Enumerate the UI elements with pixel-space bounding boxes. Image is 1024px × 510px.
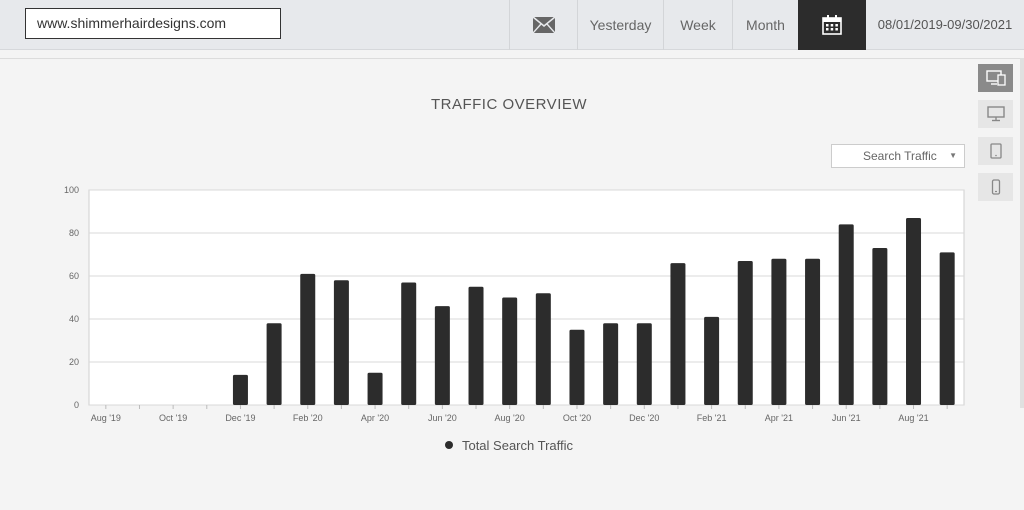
bar [771,258,787,405]
traffic-type-select[interactable]: Search Traffic ▼ [831,144,965,168]
bar [266,323,282,405]
x-tick-label: Apr '20 [361,413,389,423]
all-devices-icon [985,70,1006,86]
y-tick-label: 100 [64,185,79,195]
tablet-button[interactable] [978,137,1013,165]
x-tick-label: Apr '21 [765,413,793,423]
bar [367,372,383,405]
bar [535,293,551,405]
mobile-icon [991,179,1000,195]
envelope-icon [532,17,555,33]
desktop-button[interactable] [978,100,1013,128]
x-tick-label: Aug '21 [898,413,928,423]
bar [838,224,854,405]
chevron-down-icon: ▼ [949,151,957,160]
top-bar: www.shimmerhairdesigns.com Yesterday Wee… [0,0,1024,50]
mobile-button[interactable] [978,173,1013,201]
period-month-button[interactable]: Month [732,0,798,50]
site-url-field[interactable]: www.shimmerhairdesigns.com [25,8,281,39]
chart-title: TRAFFIC OVERVIEW [430,96,588,113]
bar [704,316,720,405]
email-report-button[interactable] [509,0,577,50]
x-tick-label: Feb '21 [697,413,727,423]
x-tick-label: Oct '20 [563,413,591,423]
traffic-type-value: Search Traffic [863,149,937,163]
desktop-icon [986,106,1005,122]
bar [805,258,821,405]
bar [232,374,248,405]
bar [401,282,417,405]
bar [670,263,686,405]
chart-legend: Total Search Traffic [0,438,1018,453]
all-devices-button[interactable] [978,64,1013,92]
y-tick-label: 20 [69,357,79,367]
y-tick-label: 80 [69,228,79,238]
tablet-icon [989,143,1002,159]
bar [737,260,753,405]
bar [569,329,585,405]
y-tick-label: 40 [69,314,79,324]
period-week-button[interactable]: Week [663,0,732,50]
bar [636,323,652,405]
bar [502,297,518,405]
x-tick-label: Jun '21 [832,413,861,423]
x-tick-label: Aug '19 [91,413,121,423]
x-tick-label: Dec '20 [629,413,659,423]
legend-marker [444,441,453,449]
x-tick-label: Dec '19 [225,413,255,423]
x-tick-label: Aug '20 [495,413,525,423]
bar [939,252,955,405]
date-range-label[interactable]: 08/01/2019-09/30/2021 [877,17,1013,32]
bar [468,286,484,405]
scrollbar[interactable] [1020,58,1024,408]
y-tick-label: 60 [69,271,79,281]
bar [333,280,349,405]
plot-area [88,189,965,406]
x-tick-label: Feb '20 [293,413,323,423]
calendar-icon [822,15,842,35]
legend-label: Total Search Traffic [461,438,574,453]
x-tick-label: Oct '19 [159,413,187,423]
bar [872,248,888,405]
bar [906,217,922,405]
period-yesterday-button[interactable]: Yesterday [577,0,663,50]
bar [603,323,619,405]
x-tick-label: Jun '20 [428,413,457,423]
calendar-button[interactable] [798,0,866,50]
bar [300,273,316,405]
y-tick-label: 0 [74,400,79,410]
bar [434,306,450,405]
